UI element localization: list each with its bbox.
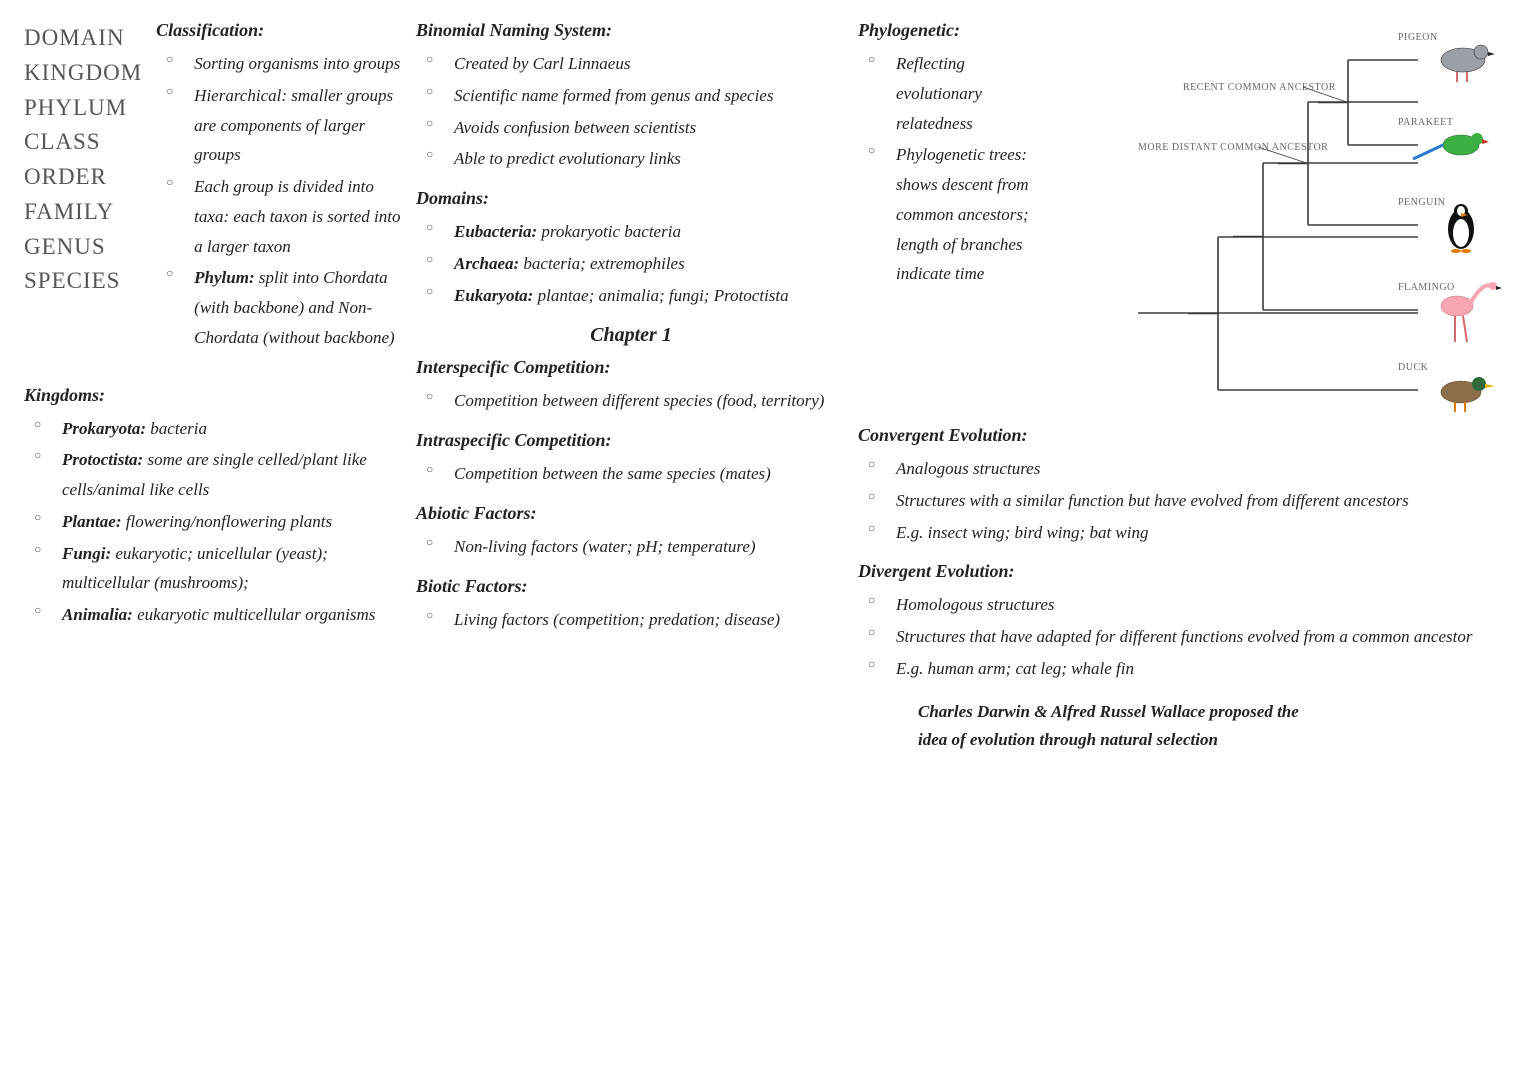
- phylogenetic-tree: RECENT COMMON ANCESTOR MORE DISTANT COMMO…: [1058, 20, 1527, 425]
- term: Fungi:: [62, 544, 111, 563]
- kingdoms-list: Prokaryota: bacteria Protoctista: some a…: [24, 414, 404, 630]
- taxlevel: ORDER: [24, 163, 142, 192]
- list-item: Competition between different species (f…: [438, 386, 846, 416]
- taxlevel: DOMAIN: [24, 24, 142, 53]
- domains-list: Eubacteria: prokaryotic bacteria Archaea…: [416, 217, 846, 310]
- classification-heading: Classification:: [156, 20, 404, 41]
- list-item: Eukaryota: plantae; animalia; fungi; Pro…: [438, 281, 846, 311]
- binomial-heading: Binomial Naming System:: [416, 20, 846, 41]
- list-item: Competition between the same species (ma…: [438, 459, 846, 489]
- svg-text:PARAKEET: PARAKEET: [1398, 117, 1453, 128]
- taxlevel: GENUS: [24, 233, 142, 262]
- list-item: Fungi: eukaryotic; unicellular (yeast); …: [46, 539, 404, 599]
- phylogenetic-heading: Phylogenetic:: [858, 20, 1048, 41]
- rest: plantae; animalia; fungi; Protoctista: [533, 286, 788, 305]
- column-3: Phylogenetic: Reflecting evolutionary re…: [858, 20, 1527, 755]
- list-item: Sorting organisms into groups: [178, 49, 404, 79]
- chapter-heading: Chapter 1: [416, 324, 846, 347]
- phylogenetic-block: Phylogenetic: Reflecting evolutionary re…: [858, 20, 1048, 425]
- rest: bacteria: [146, 419, 207, 438]
- list-item: Avoids confusion between scientists: [438, 113, 846, 143]
- term: Archaea:: [454, 254, 519, 273]
- term: Eubacteria:: [454, 222, 537, 241]
- binomial-list: Created by Carl Linnaeus Scientific name…: [416, 49, 846, 174]
- taxlevel: KINGDOM: [24, 59, 142, 88]
- biotic-heading: Biotic Factors:: [416, 576, 846, 597]
- divergent-heading: Divergent Evolution:: [858, 561, 1527, 582]
- svg-text:PIGEON: PIGEON: [1398, 32, 1438, 43]
- list-item: Archaea: bacteria; extremophiles: [438, 249, 846, 279]
- term: Prokaryota:: [62, 419, 146, 438]
- darwin-wallace-note: Charles Darwin & Alfred Russel Wallace p…: [918, 698, 1318, 756]
- abiotic-list: Non-living factors (water; pH; temperatu…: [416, 532, 846, 562]
- divergent-list: Homologous structures Structures that ha…: [858, 590, 1527, 683]
- rest: prokaryotic bacteria: [537, 222, 681, 241]
- svg-text:MORE DISTANT COMMON ANCESTOR: MORE DISTANT COMMON ANCESTOR: [1138, 142, 1328, 153]
- list-item: Structures that have adapted for differe…: [880, 622, 1527, 652]
- domains-heading: Domains:: [416, 188, 846, 209]
- column-2: Binomial Naming System: Created by Carl …: [416, 20, 846, 755]
- classification-block: Classification: Sorting organisms into g…: [156, 20, 404, 367]
- list-item: E.g. human arm; cat leg; whale fin: [880, 654, 1527, 684]
- list-item: Protoctista: some are single celled/plan…: [46, 445, 404, 505]
- svg-text:FLAMINGO: FLAMINGO: [1398, 282, 1455, 293]
- kingdoms-heading: Kingdoms:: [24, 385, 404, 406]
- biotic-list: Living factors (competition; predation; …: [416, 605, 846, 635]
- abiotic-heading: Abiotic Factors:: [416, 503, 846, 524]
- taxonomy-ladder: DOMAIN KINGDOM PHYLUM CLASS ORDER FAMILY…: [24, 20, 142, 367]
- list-item: Each group is divided into taxa: each ta…: [178, 172, 404, 261]
- list-item: Plantae: flowering/nonflowering plants: [46, 507, 404, 537]
- list-item: Eubacteria: prokaryotic bacteria: [438, 217, 846, 247]
- term: Phylum:: [194, 268, 254, 287]
- list-item: E.g. insect wing; bird wing; bat wing: [880, 518, 1527, 548]
- svg-text:RECENT COMMON ANCESTOR: RECENT COMMON ANCESTOR: [1183, 82, 1336, 93]
- phylogenetic-list: Reflecting evolutionary relatedness Phyl…: [858, 49, 1048, 289]
- list-item: Phylum: split into Chordata (with backbo…: [178, 263, 404, 352]
- classification-list: Sorting organisms into groups Hierarchic…: [156, 49, 404, 353]
- list-item: Hierarchical: smaller groups are compone…: [178, 81, 404, 170]
- term: Protoctista:: [62, 450, 143, 469]
- list-item: Living factors (competition; predation; …: [438, 605, 846, 635]
- intraspecific-list: Competition between the same species (ma…: [416, 459, 846, 489]
- interspecific-heading: Interspecific Competition:: [416, 357, 846, 378]
- list-item: Animalia: eukaryotic multicellular organ…: [46, 600, 404, 630]
- list-item: Phylogenetic trees: shows descent from c…: [880, 140, 1048, 289]
- column-1: DOMAIN KINGDOM PHYLUM CLASS ORDER FAMILY…: [24, 20, 404, 755]
- svg-text:DUCK: DUCK: [1398, 362, 1429, 373]
- taxlevel: CLASS: [24, 128, 142, 157]
- interspecific-list: Competition between different species (f…: [416, 386, 846, 416]
- intraspecific-heading: Intraspecific Competition:: [416, 430, 846, 451]
- taxlevel: PHYLUM: [24, 94, 142, 123]
- phylo-tree-svg: RECENT COMMON ANCESTOR MORE DISTANT COMMO…: [1058, 20, 1527, 420]
- list-item: Reflecting evolutionary relatedness: [880, 49, 1048, 138]
- term: Plantae:: [62, 512, 122, 531]
- list-item: Scientific name formed from genus and sp…: [438, 81, 846, 111]
- list-item: Homologous structures: [880, 590, 1527, 620]
- list-item: Able to predict evolutionary links: [438, 144, 846, 174]
- term: Eukaryota:: [454, 286, 533, 305]
- taxlevel: FAMILY: [24, 198, 142, 227]
- convergent-list: Analogous structures Structures with a s…: [858, 454, 1527, 547]
- taxlevel: SPECIES: [24, 267, 142, 296]
- list-item: Created by Carl Linnaeus: [438, 49, 846, 79]
- study-notes-page: DOMAIN KINGDOM PHYLUM CLASS ORDER FAMILY…: [24, 20, 1503, 755]
- rest: eukaryotic multicellular organisms: [133, 605, 376, 624]
- convergent-heading: Convergent Evolution:: [858, 425, 1527, 446]
- list-item: Analogous structures: [880, 454, 1527, 484]
- rest: flowering/nonflowering plants: [122, 512, 333, 531]
- term: Animalia:: [62, 605, 133, 624]
- list-item: Prokaryota: bacteria: [46, 414, 404, 444]
- list-item: Non-living factors (water; pH; temperatu…: [438, 532, 846, 562]
- rest: bacteria; extremophiles: [519, 254, 685, 273]
- list-item: Structures with a similar function but h…: [880, 486, 1527, 516]
- svg-text:PENGUIN: PENGUIN: [1398, 197, 1445, 208]
